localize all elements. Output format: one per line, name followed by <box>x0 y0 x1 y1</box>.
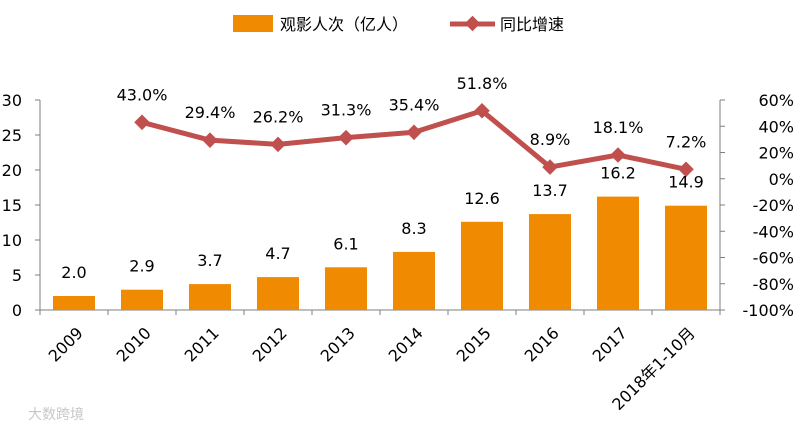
x-tick-label: 2017 <box>589 323 631 365</box>
legend-line-marker <box>464 15 481 32</box>
bar-value-label: 8.3 <box>401 219 426 238</box>
bar-value-label: 2.9 <box>129 257 154 276</box>
y-left-tick-label: 10 <box>2 231 22 250</box>
growth-value-label: 35.4% <box>389 95 440 114</box>
bar <box>393 251 435 310</box>
growth-value-label: 29.4% <box>185 103 236 122</box>
growth-marker <box>542 159 558 175</box>
bar <box>257 277 299 310</box>
y-right-tick-label: 60% <box>758 91 794 110</box>
growth-marker <box>134 114 150 131</box>
growth-marker <box>338 129 354 146</box>
bar-value-label: 16.2 <box>600 164 636 183</box>
bar <box>121 289 163 310</box>
legend: 观影人次（亿人） 同比增速 <box>233 15 564 34</box>
bar-value-label: 14.9 <box>668 173 704 192</box>
bar-value-label: 2.0 <box>61 263 86 282</box>
y-right-tick-label: -40% <box>753 222 794 241</box>
growth-value-label: 7.2% <box>666 132 707 151</box>
watermark-text: 大数跨境 <box>28 407 84 423</box>
x-tick-label: 2010 <box>113 323 155 365</box>
growth-value-label: 31.3% <box>321 101 372 120</box>
y-left-tick-label: 5 <box>12 266 22 285</box>
y-right-tick-label: 40% <box>758 117 794 136</box>
bar-series <box>53 196 707 310</box>
y-left-tick-label: 15 <box>2 196 22 215</box>
bar-value-label: 12.6 <box>464 189 500 208</box>
y-right-tick-label: -20% <box>753 196 794 215</box>
bar <box>461 221 503 310</box>
growth-value-label: 18.1% <box>593 118 644 137</box>
bar <box>665 205 707 310</box>
data-labels: 2.0 2.9 3.7 4.7 6.1 8.3 12.6 13.7 16.2 14.9 43.0% 2… <box>61 74 706 282</box>
x-tick-label: 2015 <box>453 323 495 365</box>
growth-marker <box>406 124 422 141</box>
x-tick-label: 2011 <box>181 323 223 365</box>
x-tick-label: 2013 <box>317 323 359 365</box>
growth-marker <box>610 147 626 163</box>
y-left-tick-label: 25 <box>2 126 22 145</box>
x-tick-label: 2016 <box>521 323 563 365</box>
growth-marker <box>202 132 218 148</box>
bar-value-label: 4.7 <box>265 244 290 263</box>
bar <box>189 284 231 310</box>
legend-bar-label: 观影人次（亿人） <box>280 15 408 34</box>
y-left-tick-label: 0 <box>12 301 22 320</box>
y-right-tick-label: -60% <box>753 249 794 268</box>
y-left-tick-label: 20 <box>2 161 22 180</box>
legend-bar-swatch <box>233 15 273 32</box>
y-right-tick-label: -80% <box>753 275 794 294</box>
bar <box>325 267 367 310</box>
bar-value-label: 3.7 <box>197 251 222 270</box>
bar <box>53 296 95 310</box>
bar <box>597 196 639 310</box>
bar-value-label: 6.1 <box>333 234 358 253</box>
x-tick-label: 2012 <box>249 323 291 365</box>
y-right-tick-label: 0% <box>769 170 794 189</box>
x-tick-label: 2014 <box>385 323 427 365</box>
watermark: 大数跨境 <box>28 407 84 423</box>
legend-line-label: 同比增速 <box>500 15 564 34</box>
growth-value-label: 43.0% <box>117 85 168 104</box>
y-right-tick-label: 20% <box>758 144 794 163</box>
x-tick-label: 2009 <box>45 323 87 365</box>
y-left-tick-label: 30 <box>2 91 22 110</box>
growth-value-label: 26.2% <box>253 107 304 126</box>
growth-marker <box>270 136 286 153</box>
growth-value-label: 8.9% <box>530 130 571 149</box>
bar-value-label: 13.7 <box>532 181 568 200</box>
growth-value-label: 51.8% <box>457 74 508 93</box>
growth-marker <box>678 161 694 178</box>
y-right-tick-label: -100% <box>742 301 794 320</box>
bar <box>529 214 571 310</box>
